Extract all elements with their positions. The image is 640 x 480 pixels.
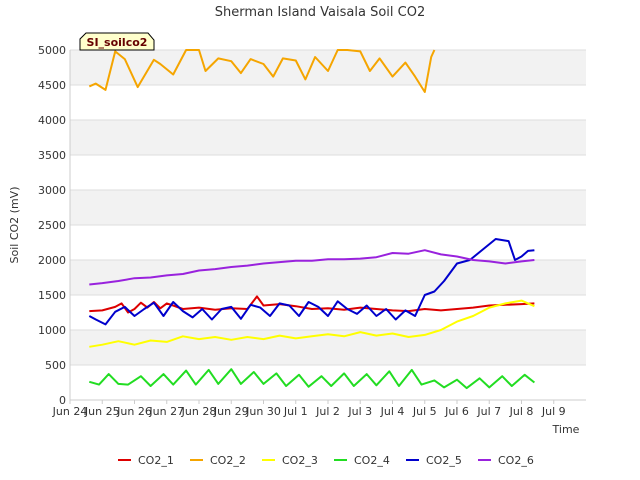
x-tick-label: Jul 3 [347, 405, 372, 418]
grid-band [70, 50, 586, 85]
y-tick-label: 3500 [38, 149, 66, 162]
x-tick-label: Jul 7 [476, 405, 501, 418]
y-axis-label: Soil CO2 (mV) [8, 187, 21, 264]
legend-label: CO2_3 [282, 454, 318, 467]
x-tick-label: Jun 27 [148, 405, 184, 418]
x-tick-label: Jun 26 [116, 405, 152, 418]
grid-band [70, 120, 586, 155]
y-tick-label: 4000 [38, 114, 66, 127]
legend-label: CO2_5 [426, 454, 462, 467]
series-line-co2-1 [89, 295, 535, 314]
grid-band [70, 330, 586, 365]
y-tick-label: 4500 [38, 79, 66, 92]
y-tick-label: 0 [59, 394, 66, 407]
x-tick-label: Jul 4 [380, 405, 405, 418]
series-line-co2-3 [89, 299, 535, 348]
x-tick-label: Jun 25 [84, 405, 120, 418]
plot-badge: SI_soilco2 [79, 32, 155, 51]
legend-label: CO2_2 [210, 454, 246, 467]
y-tick-label: 1500 [38, 289, 66, 302]
x-tick-label: Jun 24 [52, 405, 88, 418]
series-line-co2-2 [88, 49, 436, 93]
y-tick-label: 3000 [38, 184, 66, 197]
y-tick-label: 500 [45, 359, 66, 372]
x-tick-label: Jul 8 [509, 405, 534, 418]
series-line-co2-6 [89, 249, 535, 286]
legend-label: CO2_6 [498, 454, 534, 467]
badge-label: SI_soilco2 [87, 36, 148, 49]
series-line-co2-4 [89, 368, 536, 390]
x-tick-label: Jun 28 [181, 405, 217, 418]
y-tick-label: 1000 [38, 324, 66, 337]
chart-title: Sherman Island Vaisala Soil CO2 [215, 5, 425, 20]
legend-label: CO2_1 [138, 454, 174, 467]
y-tick-label: 2500 [38, 219, 66, 232]
y-tick-label: 5000 [38, 44, 66, 57]
series-line-co2-5 [88, 238, 535, 326]
grid-bands [70, 50, 586, 365]
x-tick-label: Jul 9 [541, 405, 566, 418]
x-axis-label: Time [552, 423, 580, 436]
legend-label: CO2_4 [354, 454, 390, 467]
x-tick-label: Jul 6 [444, 405, 469, 418]
grid-band [70, 190, 586, 225]
x-tick-label: Jul 2 [315, 405, 340, 418]
x-tick-label: Jun 29 [213, 405, 249, 418]
x-tick-label: Jul 1 [283, 405, 308, 418]
y-tick-label: 2000 [38, 254, 66, 267]
legend: CO2_1 CO2_2 CO2_3 CO2_4 CO2_5 CO2_6 [118, 454, 534, 467]
series-lines [88, 49, 536, 390]
y-tick-labels: 0 500 1000 1500 2000 2500 3000 3500 4000 4500 5000 [38, 44, 66, 407]
x-tick-label: Jun 30 [245, 405, 281, 418]
x-tick-label: Jul 5 [412, 405, 437, 418]
